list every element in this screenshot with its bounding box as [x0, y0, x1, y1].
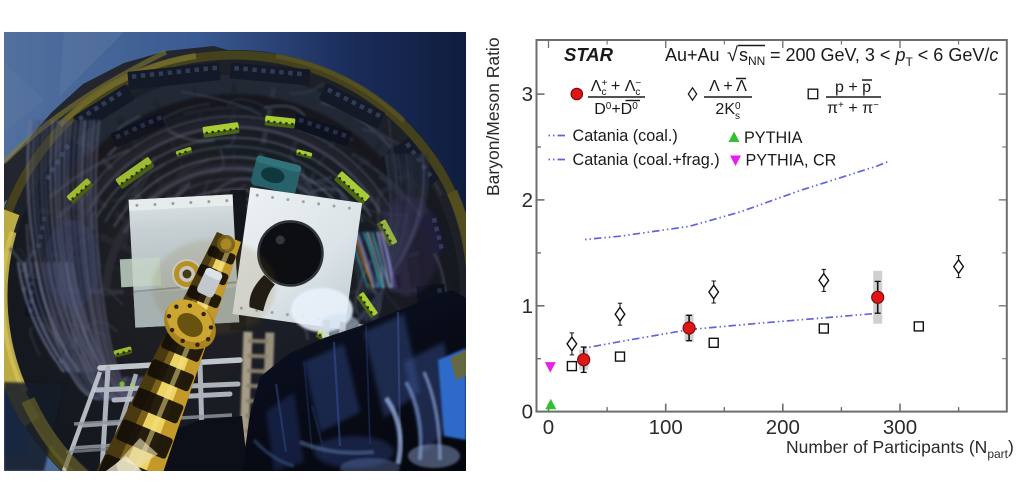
svg-text:Baryon/Meson Ratio: Baryon/Meson Ratio — [483, 37, 503, 196]
svg-text:0: 0 — [543, 416, 554, 439]
svg-text:STAR: STAR — [564, 44, 614, 65]
svg-text:100: 100 — [649, 416, 683, 439]
svg-text:√: √ — [727, 44, 738, 66]
svg-text:Au+Au: Au+Au — [665, 45, 720, 65]
svg-text:p + p: p + p — [835, 79, 871, 96]
svg-text:Λ + Λ: Λ + Λ — [709, 78, 747, 95]
svg-text:2: 2 — [522, 189, 533, 212]
svg-text:π+ + π−: π+ + π− — [827, 100, 879, 117]
svg-text:200: 200 — [766, 416, 800, 439]
svg-text:sNN: sNN — [739, 45, 765, 68]
svg-text:1: 1 — [522, 295, 533, 318]
svg-text:Catania (coal.): Catania (coal.) — [573, 127, 678, 145]
svg-text:Number of Participants (Npart): Number of Participants (Npart) — [786, 437, 1014, 461]
svg-text:0: 0 — [522, 401, 533, 424]
svg-text:300: 300 — [883, 416, 917, 439]
svg-text:3: 3 — [522, 83, 533, 106]
svg-text:= 200 GeV, 3 < pT < 6 GeV/c: = 200 GeV, 3 < pT < 6 GeV/c — [770, 45, 998, 69]
svg-text:D0+D0: D0+D0 — [594, 101, 638, 118]
svg-text:Catania (coal.+frag.): Catania (coal.+frag.) — [573, 151, 720, 169]
svg-text:PYTHIA: PYTHIA — [744, 129, 803, 147]
svg-text:PYTHIA, CR: PYTHIA, CR — [746, 152, 837, 170]
svg-text:Λ+c + Λ−c: Λ+ c + Λ− c — [591, 78, 642, 98]
